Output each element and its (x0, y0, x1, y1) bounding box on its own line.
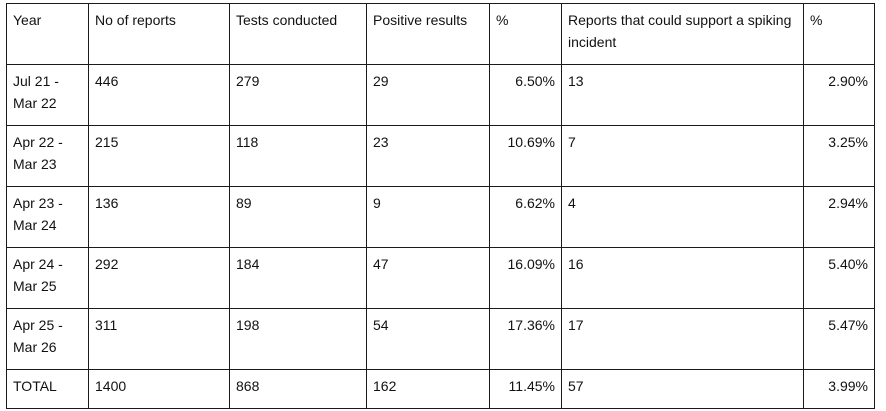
cell-reports: 446 (88, 64, 230, 126)
cell-year: Apr 25 - Mar 26 (6, 308, 89, 370)
cell-year: Apr 24 - Mar 25 (6, 247, 89, 309)
cell-support: 17 (561, 308, 804, 370)
header-row: Year No of reports Tests conducted Posit… (6, 3, 875, 65)
header-year: Year (6, 3, 89, 65)
header-support-spiking: Reports that could support a spiking inc… (561, 3, 804, 65)
cell-support: 4 (561, 186, 804, 248)
cell-positive-percent: 11.45% (489, 369, 562, 409)
cell-tests: 868 (229, 369, 367, 409)
cell-positive-percent: 6.50% (489, 64, 562, 126)
cell-positive: 47 (366, 247, 490, 309)
cell-support-percent: 3.25% (803, 125, 875, 187)
cell-reports: 292 (88, 247, 230, 309)
cell-support-percent: 3.99% (803, 369, 875, 409)
header-tests-conducted: Tests conducted (229, 3, 367, 65)
cell-positive: 162 (366, 369, 490, 409)
cell-tests: 184 (229, 247, 367, 309)
cell-tests: 198 (229, 308, 367, 370)
total-row: TOTAL 1400 868 162 11.45% 57 3.99% (6, 369, 875, 409)
header-support-percent: % (803, 3, 875, 65)
cell-positive-percent: 10.69% (489, 125, 562, 187)
cell-positive-percent: 17.36% (489, 308, 562, 370)
header-no-of-reports: No of reports (88, 3, 230, 65)
cell-positive: 9 (366, 186, 490, 248)
cell-tests: 118 (229, 125, 367, 187)
cell-year: TOTAL (6, 369, 89, 409)
cell-support: 16 (561, 247, 804, 309)
cell-positive: 54 (366, 308, 490, 370)
cell-year: Jul 21 - Mar 22 (6, 64, 89, 126)
cell-support-percent: 2.90% (803, 64, 875, 126)
cell-support-percent: 5.40% (803, 247, 875, 309)
cell-positive: 29 (366, 64, 490, 126)
table-row: Apr 22 - Mar 23 215 118 23 10.69% 7 3.25… (6, 125, 875, 187)
header-positive-results: Positive results (366, 3, 490, 65)
cell-reports: 215 (88, 125, 230, 187)
cell-reports: 136 (88, 186, 230, 248)
cell-positive-percent: 16.09% (489, 247, 562, 309)
cell-support: 13 (561, 64, 804, 126)
table-row: Apr 25 - Mar 26 311 198 54 17.36% 17 5.4… (6, 308, 875, 370)
cell-tests: 279 (229, 64, 367, 126)
header-positive-percent: % (489, 3, 562, 65)
table-row: Jul 21 - Mar 22 446 279 29 6.50% 13 2.90… (6, 64, 875, 126)
cell-support-percent: 2.94% (803, 186, 875, 248)
cell-support: 7 (561, 125, 804, 187)
cell-reports: 311 (88, 308, 230, 370)
cell-positive-percent: 6.62% (489, 186, 562, 248)
cell-support: 57 (561, 369, 804, 409)
cell-reports: 1400 (88, 369, 230, 409)
spiking-reports-table-container: Year No of reports Tests conducted Posit… (6, 3, 875, 409)
cell-tests: 89 (229, 186, 367, 248)
cell-year: Apr 23 - Mar 24 (6, 186, 89, 248)
table-row: Apr 23 - Mar 24 136 89 9 6.62% 4 2.94% (6, 186, 875, 248)
cell-year: Apr 22 - Mar 23 (6, 125, 89, 187)
cell-support-percent: 5.47% (803, 308, 875, 370)
spiking-reports-table: Year No of reports Tests conducted Posit… (6, 3, 875, 409)
table-row: Apr 24 - Mar 25 292 184 47 16.09% 16 5.4… (6, 247, 875, 309)
cell-positive: 23 (366, 125, 490, 187)
